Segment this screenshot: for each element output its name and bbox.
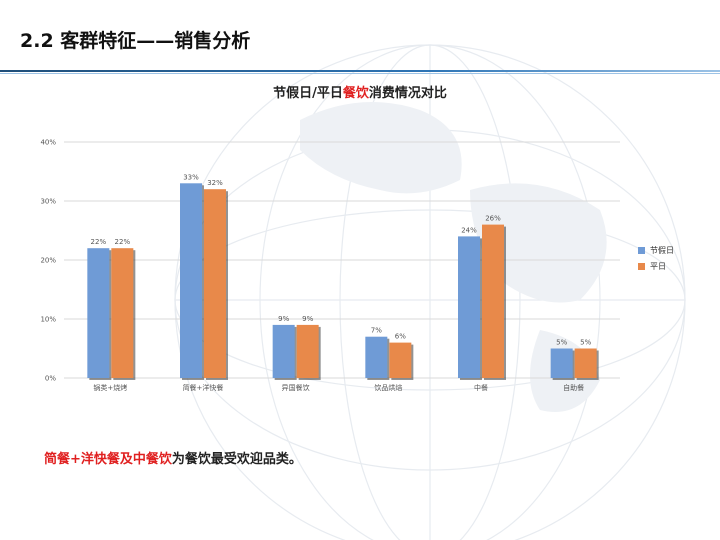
title-divider xyxy=(0,70,720,72)
data-label: 7% xyxy=(371,327,382,335)
x-tick-label: 饮品烘焙 xyxy=(374,383,402,392)
slide-title: 2.2 客群特征——销售分析 xyxy=(20,30,251,52)
data-label: 9% xyxy=(278,315,289,323)
legend-swatch-weekday xyxy=(638,262,645,270)
data-label: 5% xyxy=(556,339,567,347)
data-label: 22% xyxy=(91,238,107,246)
legend-item-weekday: 平日 xyxy=(638,258,674,274)
bar-holiday xyxy=(180,183,202,378)
data-label: 9% xyxy=(302,315,313,323)
legend-swatch-holiday xyxy=(638,246,645,254)
data-label: 22% xyxy=(115,238,131,246)
data-label: 33% xyxy=(183,173,199,181)
data-label: 26% xyxy=(485,215,501,223)
bar-weekday xyxy=(296,324,319,378)
bar-holiday xyxy=(87,248,110,378)
bar-weekday xyxy=(389,342,412,378)
chart-legend: 节假日 平日 xyxy=(638,242,674,274)
x-tick-label: 简餐+洋快餐 xyxy=(183,383,224,392)
bar-holiday xyxy=(458,236,480,378)
x-tick-label: 异国餐饮 xyxy=(282,383,310,392)
bar-weekday xyxy=(204,189,226,378)
legend-label-holiday: 节假日 xyxy=(650,245,674,255)
x-tick-label: 锅类+烧烤 xyxy=(93,383,127,392)
legend-item-holiday: 节假日 xyxy=(638,242,674,258)
conclusion-rest: 为餐饮最受欢迎品类。 xyxy=(171,452,302,467)
y-tick-label: 40% xyxy=(40,139,56,147)
conclusion-text: 简餐+洋快餐及中餐饮为餐饮最受欢迎品类。 xyxy=(44,448,302,467)
x-tick-label: 自助餐 xyxy=(563,383,584,392)
chart-title: 节假日/平日餐饮消费情况对比 xyxy=(0,82,720,101)
y-tick-label: 30% xyxy=(40,198,56,206)
data-label: 6% xyxy=(395,333,406,341)
chart-title-highlight: 餐饮 xyxy=(342,86,369,101)
y-tick-label: 10% xyxy=(40,316,56,324)
data-label: 32% xyxy=(207,179,223,187)
title-divider-thin xyxy=(0,73,720,74)
x-tick-label: 中餐 xyxy=(474,383,488,392)
bar-holiday xyxy=(365,336,388,378)
chart-title-prefix: 节假日/平日 xyxy=(273,86,343,101)
y-tick-label: 20% xyxy=(40,257,56,265)
y-tick-label: 0% xyxy=(45,375,56,383)
conclusion-highlight: 简餐+洋快餐及中餐饮 xyxy=(44,452,172,467)
bar-weekday xyxy=(574,348,597,378)
legend-label-weekday: 平日 xyxy=(650,261,666,271)
bar-holiday xyxy=(550,348,573,378)
bar-weekday xyxy=(482,224,504,378)
data-label: 24% xyxy=(461,226,477,234)
data-label: 5% xyxy=(580,339,591,347)
chart-title-suffix: 消费情况对比 xyxy=(368,86,447,101)
bar-holiday xyxy=(272,324,295,378)
bar-weekday xyxy=(111,248,134,378)
